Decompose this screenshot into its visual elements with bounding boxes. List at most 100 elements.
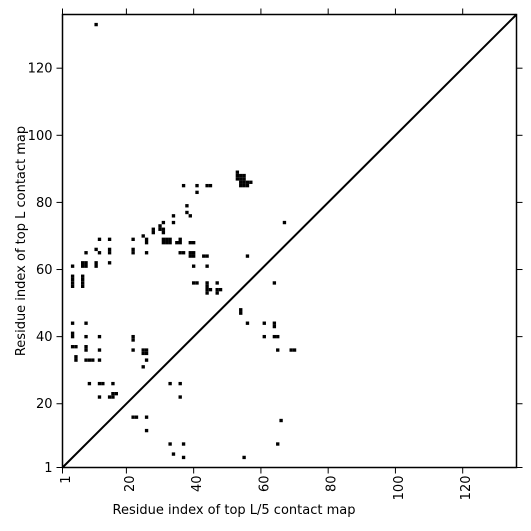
contact-point <box>165 237 169 241</box>
contact-point <box>70 264 75 268</box>
contact-point <box>262 321 266 325</box>
contact-point <box>84 264 88 268</box>
contact-point <box>181 183 186 188</box>
contact-point <box>84 251 88 255</box>
contact-point <box>215 281 219 285</box>
y-tick-label: 20 <box>36 397 53 412</box>
contact-point <box>94 22 98 27</box>
contact-point <box>97 348 102 352</box>
contact-point <box>70 281 75 285</box>
contact-point <box>239 311 243 315</box>
contact-point <box>144 351 149 356</box>
contact-point <box>175 241 179 245</box>
x-tick-label: 100 <box>392 476 407 501</box>
contact-point <box>151 230 155 235</box>
contact-point <box>81 264 85 268</box>
contact-point <box>144 428 149 433</box>
contact-point <box>279 418 283 423</box>
contact-point <box>81 261 85 265</box>
contact-point <box>144 358 149 362</box>
x-tick-label: 1 <box>59 476 74 484</box>
contact-point <box>144 241 149 245</box>
contact-point <box>168 381 172 386</box>
contact-point <box>205 254 209 258</box>
contact-point <box>205 291 209 295</box>
contact-point <box>168 241 172 245</box>
contact-point <box>144 415 149 419</box>
contact-point <box>168 442 172 446</box>
contact-point <box>111 381 115 386</box>
contact-point <box>131 338 135 342</box>
contact-point <box>84 345 88 349</box>
contact-point <box>168 237 172 241</box>
y-tick-label: 120 <box>28 62 53 77</box>
contact-point <box>144 237 149 241</box>
contact-point <box>144 251 149 255</box>
contact-point <box>272 324 277 329</box>
contact-point <box>292 348 297 352</box>
contact-point <box>272 334 277 339</box>
contact-point <box>202 254 206 258</box>
contact-point <box>239 177 243 181</box>
contact-point <box>188 251 192 255</box>
contact-point <box>101 381 105 386</box>
x-axis-title: Residue index of top L/5 contact map <box>113 503 356 518</box>
contact-point <box>188 214 192 218</box>
contact-point <box>87 381 92 386</box>
contact-point <box>282 220 287 225</box>
contact-point <box>97 251 102 255</box>
contact-point <box>87 358 92 362</box>
contact-point <box>84 348 88 352</box>
contact-point <box>94 247 98 252</box>
contact-point <box>239 183 243 188</box>
contact-point <box>242 183 246 188</box>
contact-point <box>131 334 135 339</box>
contact-point <box>81 277 85 282</box>
x-tick-label: 20 <box>123 476 138 493</box>
contact-point <box>178 237 182 241</box>
contact-point <box>131 237 135 241</box>
contact-point <box>141 348 145 352</box>
contact-point <box>74 358 78 362</box>
contact-point <box>107 395 112 399</box>
contact-point <box>161 220 166 225</box>
contact-point <box>272 321 277 325</box>
contact-point <box>272 281 277 285</box>
contact-point <box>205 183 209 188</box>
contact-point <box>94 261 98 265</box>
contact-point <box>171 452 176 456</box>
contact-point <box>165 241 169 245</box>
contact-point <box>131 348 135 352</box>
contact-point <box>70 331 75 335</box>
contact-point <box>81 284 85 288</box>
contact-point <box>289 348 293 352</box>
contact-point <box>276 334 280 339</box>
contact-point <box>161 227 166 231</box>
contact-point <box>195 281 199 285</box>
contact-point <box>70 274 75 278</box>
contact-point <box>84 358 88 362</box>
contact-point <box>97 358 102 362</box>
y-tick-label: 1 <box>44 461 52 476</box>
contact-point <box>191 241 196 245</box>
contact-point <box>208 183 213 188</box>
contact-point <box>181 455 186 460</box>
contact-point <box>245 180 250 184</box>
contact-point <box>84 261 88 265</box>
contact-point <box>141 351 145 356</box>
contact-point <box>70 284 75 288</box>
contact-point <box>181 442 186 446</box>
diagonal-line <box>61 13 518 469</box>
contact-point <box>215 291 219 295</box>
contact-point <box>94 264 98 268</box>
contact-point <box>239 308 243 312</box>
contact-point <box>97 381 102 386</box>
contact-point <box>84 334 88 339</box>
contact-points <box>70 22 297 460</box>
contact-point <box>161 230 166 235</box>
contact-point <box>171 214 176 218</box>
contact-point <box>131 415 135 419</box>
contact-point <box>188 241 192 245</box>
x-tick-label: 80 <box>325 476 340 493</box>
